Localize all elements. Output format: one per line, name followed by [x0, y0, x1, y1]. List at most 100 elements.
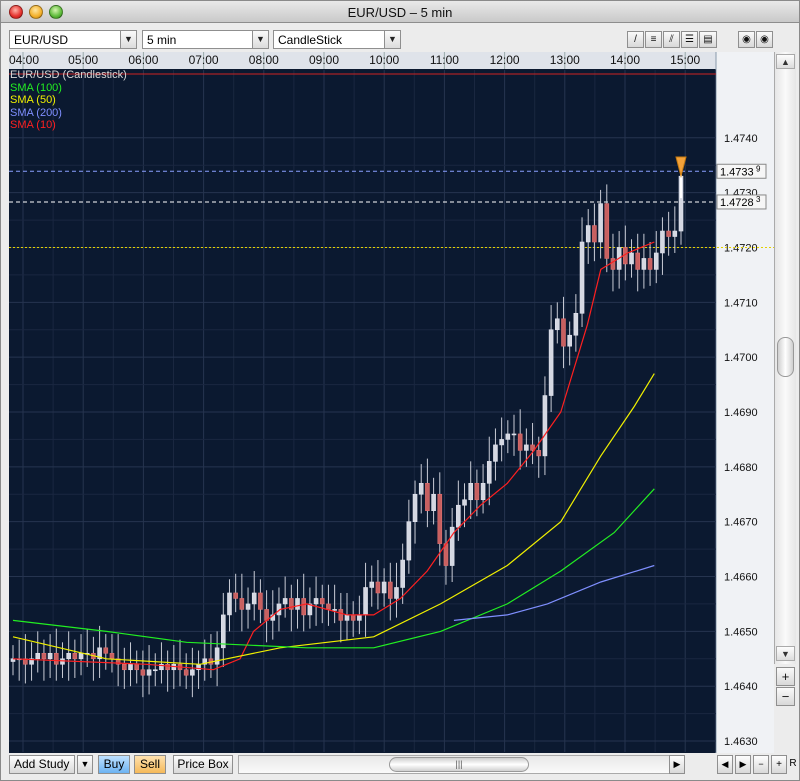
candle-body — [295, 598, 300, 610]
price-marker-box — [716, 194, 767, 210]
symbol-select[interactable]: EUR/USD ▼ — [9, 30, 137, 49]
alert-marker-icon — [675, 156, 687, 179]
zoom-window-button[interactable] — [49, 5, 63, 19]
fibonacci-tool-icon[interactable]: ≡ — [645, 31, 662, 48]
candle-body — [128, 663, 133, 671]
candle-body — [220, 614, 226, 649]
bottom-bar: Add Study ▼ Buy Sell Price Box ||| ▶ ◀ ▶… — [1, 753, 799, 780]
x-tick-label: 05:00 — [68, 53, 98, 67]
interval-select[interactable]: 5 min ▼ — [142, 30, 269, 49]
candle-body — [313, 598, 319, 605]
price-marker-suffix: 3 — [756, 195, 761, 204]
price-box-button[interactable]: Price Box — [173, 755, 233, 774]
candle-body — [165, 663, 170, 671]
candle-body — [400, 559, 405, 588]
scroll-right-icon[interactable]: ▶ — [669, 755, 685, 774]
legend-item-candlestick: EUR/USD (Candlestick) — [10, 69, 127, 81]
fibonacci-arcs-icon[interactable]: ▤ — [699, 31, 717, 48]
candle-body — [78, 652, 84, 660]
candle-body — [511, 433, 517, 436]
add-study-button[interactable]: Add Study — [9, 755, 75, 774]
candle-body — [431, 493, 436, 512]
candle-body — [554, 318, 560, 331]
candle-body — [289, 598, 294, 610]
horizontal-scrollbar[interactable]: ||| — [238, 755, 671, 774]
chevron-down-icon[interactable]: ▼ — [252, 31, 268, 48]
candle-body — [152, 669, 158, 672]
candle-body — [66, 652, 71, 660]
chevron-down-icon[interactable]: ▼ — [120, 31, 136, 48]
candle-body — [319, 598, 325, 605]
candle-body — [47, 652, 53, 660]
zoom-in-button[interactable]: + — [776, 667, 795, 686]
chart-legend: EUR/USD (Candlestick) SMA (100) SMA (50)… — [10, 69, 127, 132]
candle-body — [579, 241, 585, 314]
candle-body — [245, 603, 251, 610]
x-tick-label: 14:00 — [610, 53, 640, 67]
candle-body — [307, 603, 313, 616]
candle-body — [647, 258, 653, 270]
reset-button[interactable]: R — [789, 758, 797, 769]
candle-body — [350, 614, 356, 621]
candle-body — [548, 329, 554, 396]
chart-type-select[interactable]: CandleStick ▼ — [273, 30, 401, 49]
candle-body — [412, 493, 418, 522]
y-tick-label: 1.4740 — [724, 133, 758, 145]
candle-body — [573, 312, 579, 336]
y-tick-label: 1.4680 — [724, 462, 758, 474]
y-tick-label: 1.4640 — [724, 681, 758, 693]
timescale-minus-icon[interactable]: − — [753, 755, 769, 774]
settings-icon-b[interactable]: ◉ — [756, 31, 773, 48]
window-title: EUR/USD – 5 min — [347, 5, 453, 20]
candle-body — [258, 592, 263, 610]
close-window-button[interactable] — [9, 5, 23, 19]
candle-body — [474, 482, 480, 501]
candle-body — [103, 647, 109, 654]
scroll-down-icon[interactable]: ▼ — [776, 646, 795, 661]
candle-body — [10, 658, 16, 662]
vertical-scrollbar[interactable]: ▲ ▼ — [774, 52, 796, 664]
parallel-lines-icon[interactable]: ⫽ — [663, 31, 680, 48]
zoom-out-button[interactable]: − — [776, 687, 795, 706]
candle-body — [592, 225, 597, 243]
y-tick-label: 1.4720 — [724, 242, 758, 254]
horizontal-scroll-thumb[interactable]: ||| — [389, 757, 529, 772]
candle-body — [251, 592, 257, 605]
candle-body — [456, 504, 461, 528]
candle-body — [641, 258, 647, 270]
candle-body — [183, 669, 189, 676]
time-axis-bar — [9, 52, 716, 69]
scroll-up-icon[interactable]: ▲ — [776, 54, 795, 69]
settings-icon-a[interactable]: ◉ — [738, 31, 755, 48]
candle-body — [29, 658, 34, 665]
sell-button[interactable]: Sell — [134, 755, 166, 774]
sma-200-line — [453, 564, 655, 621]
candle-body — [437, 493, 443, 544]
candle-body — [387, 581, 393, 599]
timescale-plus-icon[interactable]: + — [771, 755, 787, 774]
legend-item-sma-50: SMA (50) — [10, 94, 56, 106]
line-tool-icon[interactable]: / — [627, 31, 644, 48]
candle-body — [109, 652, 115, 660]
candle-body — [190, 669, 195, 676]
candle-body — [425, 482, 430, 512]
add-study-dropdown-icon[interactable]: ▼ — [77, 755, 93, 774]
candle-body — [598, 203, 603, 243]
candle-body — [60, 658, 65, 665]
candle-body — [561, 318, 566, 347]
minimize-window-button[interactable] — [29, 5, 43, 19]
candle-body — [635, 252, 641, 270]
buy-button[interactable]: Buy — [98, 755, 130, 774]
interval-value: 5 min — [147, 33, 177, 47]
candle-body — [486, 461, 492, 484]
candle-body — [610, 258, 616, 270]
scroll-right-end-icon[interactable]: ▶ — [735, 755, 751, 774]
chevron-down-icon[interactable]: ▼ — [384, 31, 400, 48]
vertical-scroll-thumb[interactable] — [777, 337, 794, 377]
plot-background — [9, 52, 716, 754]
candle-body — [202, 658, 208, 665]
fibonacci-fan-icon[interactable]: ☰ — [681, 31, 698, 48]
candlestick-chart[interactable]: 04:00 05:00 06:00 07:00 08:00 09:00 10:00 11:00… — [9, 52, 774, 754]
scroll-left-icon[interactable]: ◀ — [717, 755, 733, 774]
candle-body — [363, 587, 368, 616]
